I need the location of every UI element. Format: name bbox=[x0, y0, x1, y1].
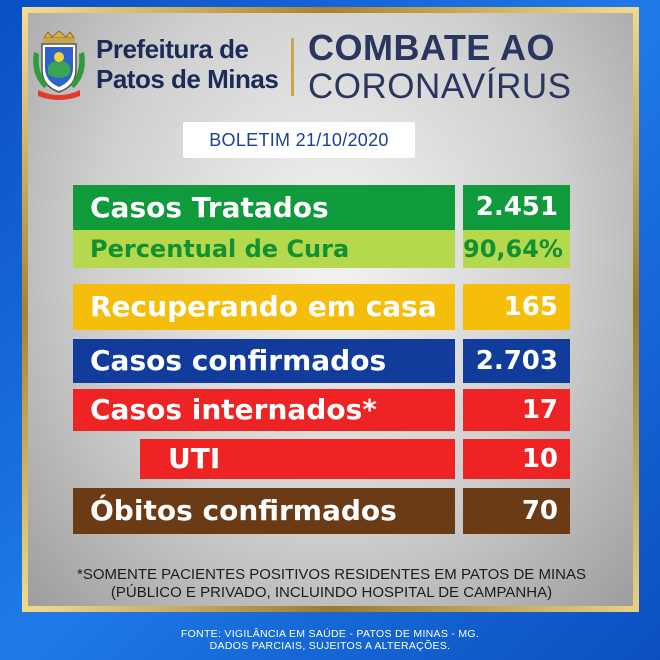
source-note: FONTE: VIGILÂNCIA EM SAÚDE - PATOS DE MI… bbox=[0, 628, 660, 652]
icu-value: 10 bbox=[463, 439, 570, 479]
confirmed-cases-label: Casos confirmados bbox=[73, 339, 455, 383]
bulletin-date: BOLETIM 21/10/2020 bbox=[183, 122, 415, 158]
icu-label: UTI bbox=[140, 439, 455, 479]
home-recovery-value: 165 bbox=[463, 284, 570, 330]
city-hall-line2: Patos de Minas bbox=[96, 64, 279, 94]
hospitalized-label: Casos internados* bbox=[73, 389, 455, 431]
footnote-line1: *SOMENTE PACIENTES POSITIVOS RESIDENTES … bbox=[77, 566, 586, 583]
deaths-value: 70 bbox=[463, 488, 570, 534]
treated-cases-value: 2.451 bbox=[463, 185, 570, 230]
cure-rate-value: 90,64% bbox=[463, 230, 570, 268]
footnote: *SOMENTE PACIENTES POSITIVOS RESIDENTES … bbox=[30, 566, 633, 602]
confirmed-cases-value: 2.703 bbox=[463, 339, 570, 383]
coat-of-arms-icon bbox=[33, 30, 85, 100]
source-line1: FONTE: VIGILÂNCIA EM SAÚDE - PATOS DE MI… bbox=[180, 628, 480, 640]
footnote-line2: (PÚBLICO E PRIVADO, INCLUINDO HOSPITAL D… bbox=[110, 584, 553, 601]
header-divider bbox=[291, 38, 294, 96]
home-recovery-label: Recuperando em casa bbox=[73, 284, 455, 330]
treated-cases-label: Casos Tratados bbox=[73, 185, 455, 230]
source-line2: DADOS PARCIAIS, SUJEITOS A ALTERAÇÕES. bbox=[209, 640, 451, 652]
deaths-label: Óbitos confirmados bbox=[73, 488, 455, 534]
campaign-title-line1: COMBATE AO bbox=[308, 27, 555, 68]
cure-rate-label: Percentual de Cura bbox=[73, 230, 455, 268]
city-hall-name: Prefeitura de Patos de Minas bbox=[96, 34, 286, 94]
hospitalized-value: 17 bbox=[463, 389, 570, 431]
city-hall-line1: Prefeitura de bbox=[96, 34, 249, 64]
campaign-title-line2: CORONAVÍRUS bbox=[308, 67, 572, 106]
